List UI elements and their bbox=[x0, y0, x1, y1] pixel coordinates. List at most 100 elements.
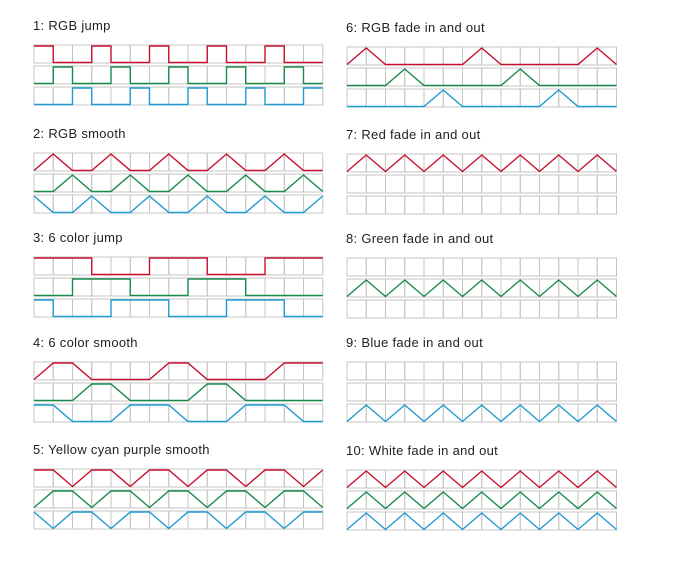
grid-cell bbox=[577, 299, 598, 319]
grid-cell bbox=[129, 86, 150, 106]
grid-cell bbox=[129, 510, 150, 530]
grid-cell bbox=[149, 65, 170, 85]
grid-cell bbox=[168, 277, 189, 297]
channel-row-blue bbox=[33, 86, 324, 106]
grid-cell bbox=[283, 194, 304, 214]
grid-cell bbox=[500, 361, 521, 381]
grid-cell bbox=[149, 468, 170, 488]
grid-cell bbox=[72, 256, 93, 276]
grid-cell bbox=[52, 298, 73, 318]
grid-cell bbox=[442, 361, 463, 381]
grid-cell bbox=[404, 174, 425, 194]
grid-cell bbox=[206, 298, 227, 318]
grid-cell bbox=[303, 277, 324, 297]
grid-cell bbox=[346, 195, 367, 215]
grid-cell bbox=[187, 44, 208, 64]
grid-cell bbox=[110, 86, 131, 106]
waveform-line-blue bbox=[347, 89, 617, 108]
grid-cell bbox=[346, 361, 367, 381]
grid-cell bbox=[226, 86, 247, 106]
grid-cell bbox=[596, 174, 617, 194]
mode-panel-10: 10: White fade in and out bbox=[346, 443, 636, 539]
grid-cell bbox=[129, 152, 150, 172]
waveform-line-green bbox=[347, 68, 617, 87]
channel-row-red bbox=[33, 256, 324, 276]
waveform-line-red bbox=[34, 257, 323, 276]
grid-cell bbox=[596, 153, 617, 173]
grid-cell bbox=[110, 489, 131, 509]
mode-title: 1: RGB jump bbox=[33, 18, 111, 33]
grid-cell bbox=[558, 46, 579, 66]
grid-cell bbox=[245, 361, 266, 381]
mode-waveform bbox=[33, 44, 324, 106]
grid-cell bbox=[52, 489, 73, 509]
grid-cell bbox=[577, 257, 598, 277]
waveform-line-green bbox=[34, 174, 324, 193]
channel-row-red bbox=[33, 361, 324, 381]
grid-cell bbox=[303, 298, 324, 318]
channel-row-green bbox=[346, 174, 617, 194]
grid-cell bbox=[91, 44, 112, 64]
mode-waveform bbox=[33, 468, 324, 530]
grid-cell bbox=[129, 256, 150, 276]
grid-cell bbox=[303, 86, 324, 106]
grid-cell bbox=[206, 468, 227, 488]
channel-row-green bbox=[33, 65, 324, 85]
grid-cell bbox=[596, 46, 617, 66]
grid-cell bbox=[346, 67, 367, 87]
grid-cell bbox=[129, 277, 150, 297]
grid-cell bbox=[245, 256, 266, 276]
channel-row-blue bbox=[346, 88, 617, 108]
grid-cell bbox=[245, 298, 266, 318]
mode-title: 4: 6 color smooth bbox=[33, 335, 138, 350]
mode-title: 8: Green fade in and out bbox=[346, 231, 494, 246]
grid-cell bbox=[72, 277, 93, 297]
grid-cell bbox=[423, 46, 444, 66]
grid-cell bbox=[462, 361, 483, 381]
grid-cell bbox=[168, 65, 189, 85]
mode-panel-1: 1: RGB jump bbox=[33, 18, 324, 114]
grid-cell bbox=[539, 174, 560, 194]
grid-cell bbox=[33, 403, 54, 423]
grid-cell bbox=[404, 257, 425, 277]
grid-cell bbox=[129, 298, 150, 318]
grid-cell bbox=[206, 65, 227, 85]
waveform-line-blue bbox=[33, 195, 324, 214]
grid-cell bbox=[283, 361, 304, 381]
grid-cell bbox=[226, 489, 247, 509]
mode-waveform bbox=[346, 153, 617, 215]
grid-cell bbox=[187, 86, 208, 106]
grid-cell bbox=[168, 44, 189, 64]
waveform-line-red bbox=[33, 153, 323, 172]
grid-cell bbox=[385, 195, 406, 215]
grid-cell bbox=[539, 67, 560, 87]
grid-cell bbox=[91, 382, 112, 402]
grid-cell bbox=[346, 299, 367, 319]
grid-cell bbox=[596, 278, 617, 298]
grid-cell bbox=[264, 382, 285, 402]
grid-cell bbox=[404, 361, 425, 381]
grid-cell bbox=[385, 174, 406, 194]
grid-cell bbox=[129, 361, 150, 381]
grid-cell bbox=[365, 195, 386, 215]
grid-cell bbox=[500, 195, 521, 215]
mode-panel-3: 3: 6 color jump bbox=[33, 230, 324, 326]
grid-cell bbox=[346, 174, 367, 194]
grid-cell bbox=[303, 361, 324, 381]
grid-cell bbox=[52, 256, 73, 276]
grid-cell bbox=[129, 65, 150, 85]
grid-cell bbox=[539, 361, 560, 381]
mode-waveform bbox=[346, 361, 617, 423]
grid-cell bbox=[596, 88, 617, 108]
grid-cell bbox=[129, 382, 150, 402]
grid-cell bbox=[442, 257, 463, 277]
grid-cell bbox=[303, 489, 324, 509]
mode-waveform bbox=[33, 361, 324, 423]
mode-title: 6: RGB fade in and out bbox=[346, 20, 485, 35]
grid-cell bbox=[519, 46, 540, 66]
grid-cell bbox=[206, 361, 227, 381]
grid-cell bbox=[365, 88, 386, 108]
grid-cell bbox=[264, 44, 285, 64]
grid-cell bbox=[481, 174, 502, 194]
